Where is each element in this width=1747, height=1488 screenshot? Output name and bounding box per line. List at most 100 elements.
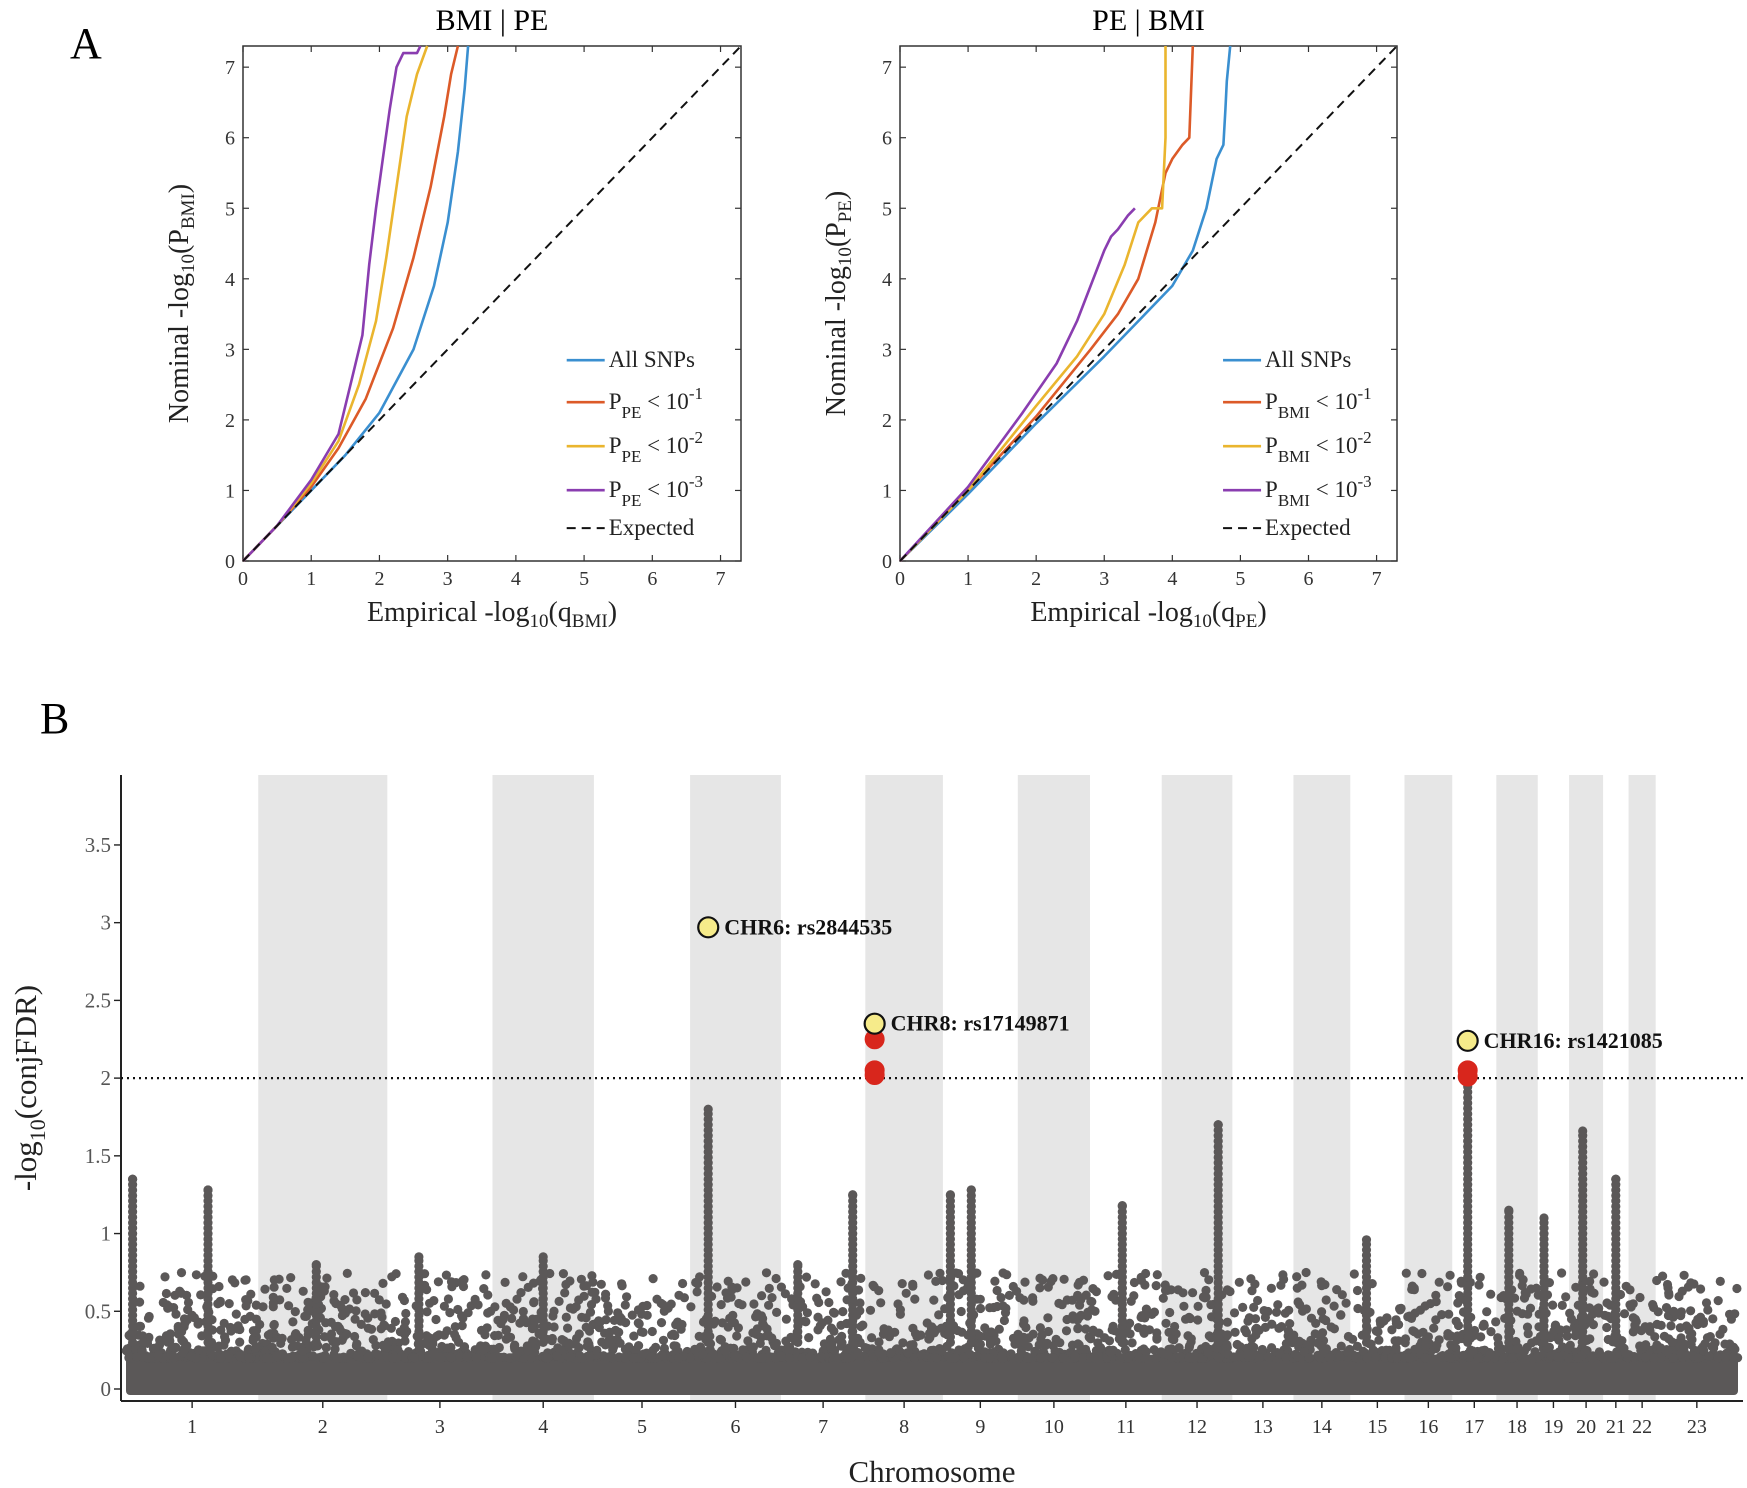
snp-dot <box>1485 1350 1495 1360</box>
snp-dot <box>1640 1341 1650 1351</box>
snp-dot <box>1073 1324 1083 1334</box>
snp-dot <box>755 1338 765 1348</box>
x-tick-label: 10 <box>1044 1416 1064 1438</box>
series-line-all <box>242 45 470 562</box>
snp-dot <box>1401 1268 1411 1278</box>
snp-dot <box>843 1353 853 1363</box>
series-line-p3 <box>242 45 422 562</box>
snp-dot <box>450 1322 460 1332</box>
snp-dot <box>1517 1281 1527 1291</box>
snp-dot <box>235 1352 246 1362</box>
snp-dot <box>1431 1297 1441 1307</box>
snp-dot <box>1263 1352 1274 1362</box>
snp-dot <box>865 1305 876 1315</box>
snp-dot <box>780 1289 791 1299</box>
snp-dot <box>563 1323 573 1333</box>
y-tick-label: 1 <box>101 1222 112 1246</box>
snp-dot <box>886 1348 896 1358</box>
snp-dot <box>509 1341 519 1352</box>
legend-label-expected: Expected <box>609 515 695 540</box>
snp-dot <box>1004 1290 1015 1300</box>
snp-dot <box>379 1320 389 1330</box>
snp-dot <box>997 1351 1007 1361</box>
snp-dot <box>549 1322 559 1332</box>
snp-dot <box>678 1278 688 1289</box>
snp-dot <box>1437 1310 1447 1320</box>
snp-dot <box>1701 1298 1712 1308</box>
snp-dot <box>1713 1296 1723 1306</box>
snp-dot <box>1048 1274 1058 1284</box>
snp-dot <box>1420 1353 1430 1363</box>
snp-dot <box>558 1269 569 1279</box>
x-tick-label: 2 <box>374 568 384 590</box>
snp-dot <box>986 1327 996 1337</box>
snp-dot <box>1285 1319 1295 1329</box>
snp-dot <box>268 1292 278 1302</box>
snp-dot <box>923 1270 934 1280</box>
snp-dot <box>1225 1286 1235 1297</box>
snp-dot <box>1585 1276 1595 1286</box>
snp-dot <box>381 1299 391 1309</box>
snp-dot <box>932 1353 942 1363</box>
snp-dot <box>1073 1280 1083 1290</box>
snp-dot <box>639 1349 649 1359</box>
snp-dot <box>561 1312 571 1322</box>
snp-dot <box>620 1353 631 1363</box>
snp-dot <box>692 1287 702 1297</box>
snp-dot <box>715 1334 725 1344</box>
snp-dot <box>1406 1313 1417 1323</box>
snp-dot <box>1260 1312 1270 1322</box>
snp-dot <box>720 1346 730 1356</box>
snp-dot <box>1458 1350 1468 1360</box>
snp-dot <box>1014 1353 1024 1363</box>
y-tick-label: 3.5 <box>85 833 111 857</box>
snp-dot <box>400 1353 410 1363</box>
snp-dot <box>1539 1213 1549 1223</box>
snp-dot <box>1332 1285 1342 1295</box>
snp-dot <box>1058 1353 1068 1363</box>
snp-dot <box>1043 1313 1053 1323</box>
snp-dot <box>561 1279 571 1290</box>
x-tick-label: 12 <box>1187 1416 1207 1438</box>
snp-dot <box>617 1279 627 1289</box>
snp-dot <box>1292 1272 1302 1282</box>
snp-dot <box>627 1310 637 1320</box>
snp-dot <box>634 1341 644 1351</box>
snp-dot <box>734 1298 744 1309</box>
snp-dot <box>203 1185 213 1195</box>
snp-dot <box>425 1298 435 1308</box>
snp-dot <box>298 1286 308 1296</box>
snp-dot <box>1676 1349 1686 1359</box>
snp-dot <box>636 1327 647 1337</box>
snp-dot <box>1336 1341 1346 1351</box>
snp-dot <box>1373 1327 1383 1337</box>
x-tick-label: 0 <box>238 568 248 590</box>
snp-dot <box>176 1268 187 1278</box>
snp-dot <box>816 1352 826 1362</box>
y-tick-label: 7 <box>882 57 892 79</box>
snp-dot <box>1281 1353 1291 1363</box>
snp-dot <box>1292 1283 1302 1293</box>
snp-dot <box>1454 1291 1464 1301</box>
snp-dot <box>741 1352 752 1362</box>
snp-dot <box>135 1321 146 1331</box>
snp-dot <box>781 1336 791 1346</box>
snp-dot <box>523 1345 533 1356</box>
snp-dot <box>633 1305 644 1315</box>
snp-dot <box>587 1271 597 1281</box>
snp-dot <box>1257 1344 1267 1355</box>
snp-dot <box>1589 1269 1599 1279</box>
snp-dot <box>1732 1283 1742 1294</box>
snp-dot <box>685 1353 695 1363</box>
snp-dot <box>686 1302 696 1312</box>
x-tick-label: 7 <box>716 568 726 590</box>
snp-dot <box>1585 1334 1595 1344</box>
snp-dot <box>781 1314 792 1324</box>
snp-dot <box>1708 1314 1718 1324</box>
snp-dot <box>1133 1323 1143 1333</box>
snp-dot <box>952 1325 963 1336</box>
snp-dot <box>727 1285 737 1295</box>
snp-dot <box>975 1303 986 1314</box>
snp-dot <box>480 1330 490 1340</box>
snp-dot <box>784 1353 794 1363</box>
